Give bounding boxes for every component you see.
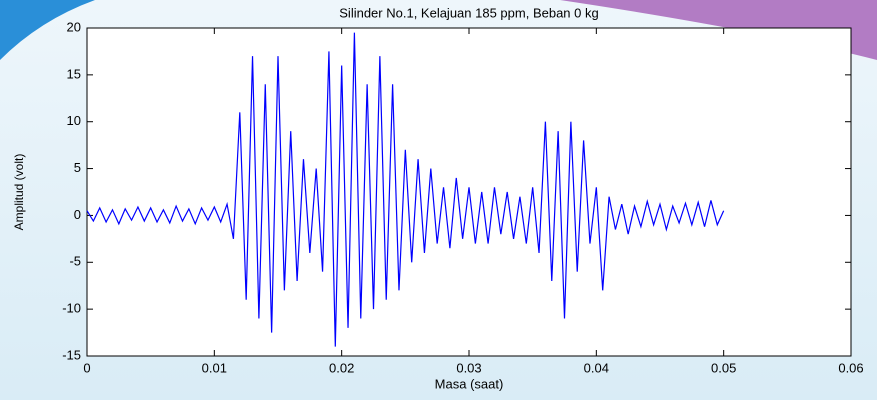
x-tick-label: 0.02: [329, 360, 354, 375]
y-tick-label: -5: [69, 254, 81, 269]
x-tick-label: 0.03: [456, 360, 481, 375]
decor-band: [560, 0, 877, 60]
x-axis-label: Masa (saat): [435, 376, 504, 391]
x-tick-label: 0.04: [584, 360, 609, 375]
series-line: [86, 32, 725, 347]
y-tick-label: -15: [62, 347, 81, 362]
x-tick-label: 0.06: [838, 360, 863, 375]
y-tick-label: 10: [67, 113, 81, 128]
y-tick-label: 20: [67, 19, 81, 34]
x-tick-label: 0.05: [711, 360, 736, 375]
decor-swoosh: [0, 0, 95, 60]
chart-title: Silinder No.1, Kelajuan 185 ppm, Beban 0…: [339, 5, 598, 20]
x-tick-label: 0: [83, 360, 90, 375]
y-tick-label: 5: [74, 160, 81, 175]
y-tick-label: -10: [62, 301, 81, 316]
y-tick-label: 0: [74, 207, 81, 222]
x-tick-label: 0.01: [202, 360, 227, 375]
y-tick-label: 15: [67, 66, 81, 81]
y-axis-label: Amplitud (volt): [12, 154, 26, 231]
